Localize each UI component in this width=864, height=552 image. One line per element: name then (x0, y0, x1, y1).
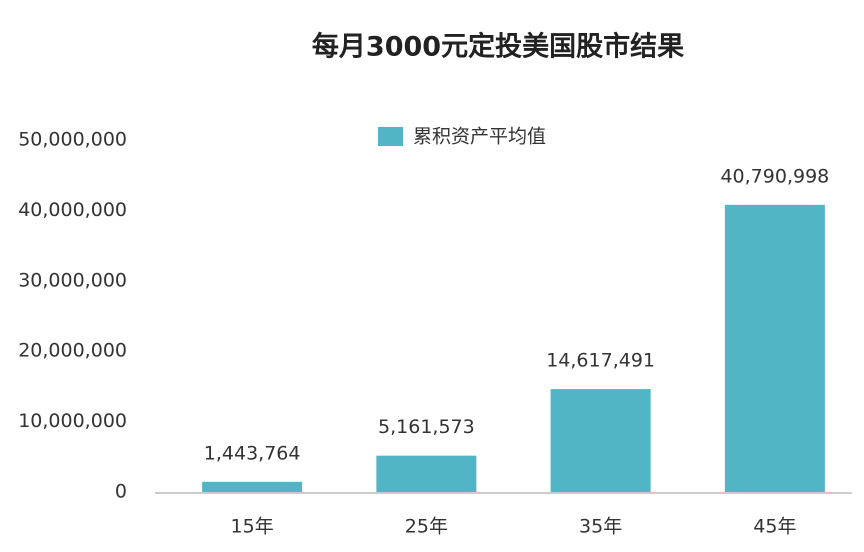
x-tick-label: 45年 (753, 516, 796, 538)
x-tick-label: 25年 (405, 516, 448, 538)
data-label: 1,443,764 (204, 442, 301, 464)
data-label: 5,161,573 (378, 416, 475, 438)
y-tick-label: 0 (115, 481, 127, 503)
y-tick-label: 20,000,000 (18, 340, 127, 362)
x-tick-label: 15年 (231, 516, 274, 538)
legend-swatch (378, 127, 403, 146)
x-tick-label: 35年 (579, 516, 622, 538)
legend-label: 累积资产平均值 (413, 126, 546, 148)
chart-title: 每月3000元定投美国股市结果 (312, 31, 684, 63)
y-tick-label: 30,000,000 (18, 269, 127, 291)
data-label: 14,617,491 (546, 350, 655, 372)
y-tick-label: 10,000,000 (18, 410, 127, 432)
y-tick-label: 50,000,000 (18, 129, 127, 151)
bar (376, 455, 477, 492)
bar (724, 204, 825, 493)
data-label: 40,790,998 (720, 165, 829, 187)
bar (550, 389, 651, 492)
bar (202, 481, 303, 492)
y-tick-label: 40,000,000 (18, 199, 127, 221)
